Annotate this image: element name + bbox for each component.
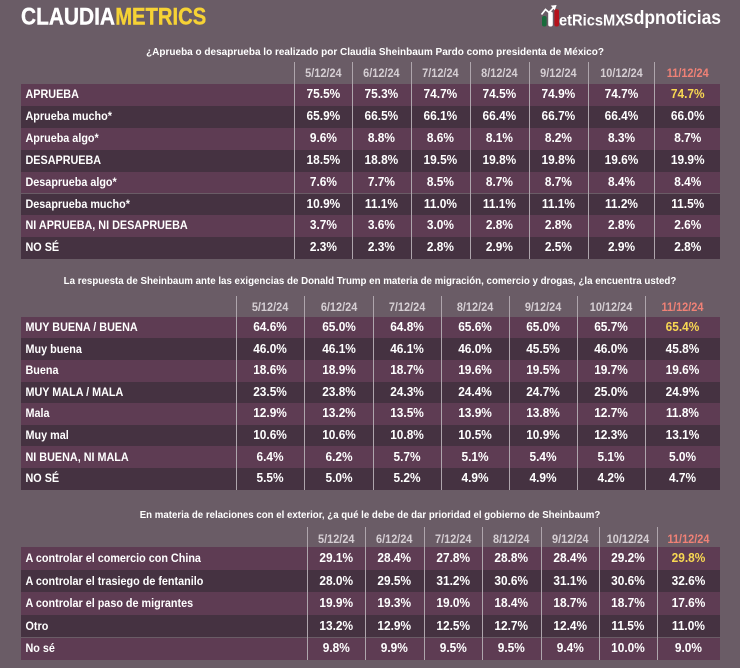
svg-text:etRicsMX: etRicsMX [559,13,626,30]
svg-text:METRICS: METRICS [115,4,206,30]
svg-text:CLAUDIA: CLAUDIA [21,4,115,30]
svg-text:sdpnoticias: sdpnoticias [624,8,721,29]
